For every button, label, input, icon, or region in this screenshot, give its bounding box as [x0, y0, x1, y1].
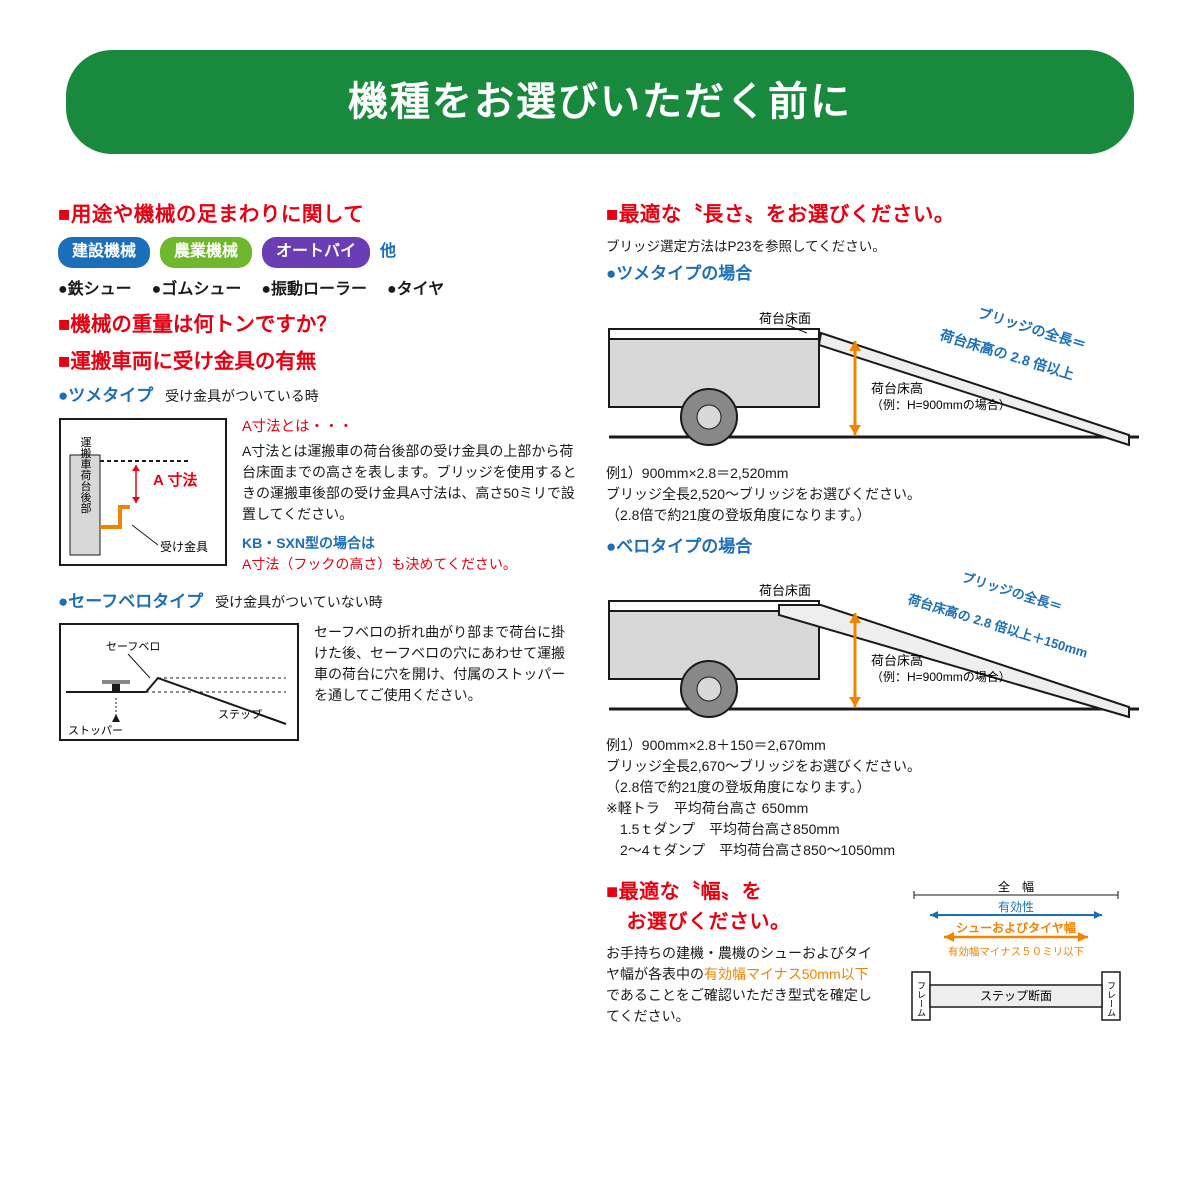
svg-text:ステップ断面: ステップ断面: [980, 988, 1052, 1003]
left-column: ■用途や機械の足まわりに関して 建設機械 農業機械 オートバイ 他 ●鉄シュー …: [58, 200, 578, 1032]
svg-text:荷台床面: 荷台床面: [759, 583, 811, 598]
svg-text:ストッパー: ストッパー: [68, 724, 123, 737]
heading-usage: ■用途や機械の足まわりに関して: [58, 200, 578, 231]
dot-item: ●鉄シュー: [58, 278, 132, 302]
subhead-tsume: ●ツメタイプ: [58, 386, 153, 405]
safe-diagram: セーフベロ ストッパー ステップ: [58, 622, 300, 742]
right-belo-note: 例1）900mm×2.8＋150＝2,670mm ブリッジ全長2,670～ブリッ…: [606, 735, 1142, 861]
svg-text:荷台床面: 荷台床面: [759, 311, 811, 326]
subhead-safe-note: 受け金具がついていない時: [215, 594, 383, 610]
pill-moto: オートバイ: [262, 237, 370, 268]
pill-agri: 農業機械: [160, 237, 252, 268]
svg-text:フレーム: フレーム: [1106, 981, 1116, 1017]
svg-text:受け金具: 受け金具: [160, 539, 208, 554]
svg-text:シューおよびタイヤ幅: シューおよびタイヤ幅: [956, 920, 1076, 935]
svg-text:荷台床高: 荷台床高: [871, 653, 923, 668]
length-sub: ブリッジ選定方法はP23を参照してください。: [606, 237, 1142, 257]
right-column: ■最適な〝長さ〟をお選びください。 ブリッジ選定方法はP23を参照してください。…: [606, 200, 1142, 1032]
svg-text:（例：H=900mmの場合）: （例：H=900mmの場合）: [871, 669, 1011, 684]
right-tsume-title: ●ツメタイプの場合: [606, 261, 1142, 287]
pill-other: 他: [380, 240, 396, 264]
right-belo-title: ●ベロタイプの場合: [606, 534, 1142, 560]
tsume-diagram: 運搬車荷台後部 A 寸法 受け金具: [58, 417, 228, 567]
svg-text:全 幅: 全 幅: [998, 879, 1034, 894]
svg-text:ブリッジの全長＝: ブリッジの全長＝: [960, 570, 1064, 615]
kb-line1: KB・SXN型の場合は: [242, 533, 578, 554]
pill-construction: 建設機械: [58, 237, 150, 268]
svg-text:有効性: 有効性: [998, 899, 1034, 914]
dot-item: ●ゴムシュー: [152, 278, 242, 302]
svg-text:有効幅マイナス５０ミリ以下: 有効幅マイナス５０ミリ以下: [948, 945, 1084, 958]
heading-bracket: ■運搬車両に受け金具の有無: [58, 347, 578, 378]
svg-text:ステップ: ステップ: [218, 708, 262, 721]
dot-item: ●タイヤ: [387, 278, 444, 302]
kb-line2: A寸法（フックの高さ）も決めてください。: [242, 554, 578, 575]
page-title: 機種をお選びいただく前に: [66, 50, 1134, 154]
heading-width: ■最適な〝幅〟を お選びください。: [606, 877, 874, 937]
a-dim-body: A寸法とは運搬車の荷台後部の受け金具の上部から荷台床面までの高さを表します。ブリ…: [242, 441, 578, 525]
a-dim-title: A寸法とは・・・: [242, 417, 578, 439]
svg-text:フレーム: フレーム: [916, 981, 926, 1017]
subhead-safe: ●セーフベロタイプ: [58, 592, 203, 611]
svg-text:（例：H=900mmの場合）: （例：H=900mmの場合）: [871, 397, 1011, 412]
right-tsume-note: 例1）900mm×2.8＝2,520mm ブリッジ全長2,520～ブリッジをお選…: [606, 463, 1142, 526]
shoe-types: ●鉄シュー ●ゴムシュー ●振動ローラー ●タイヤ: [58, 278, 578, 302]
dot-item: ●振動ローラー: [261, 278, 367, 302]
svg-text:A 寸法: A 寸法: [153, 471, 197, 489]
width-diagram: 全 幅 有効性 シューおよびタイヤ幅 有効幅マイナス５０ミリ以下 フレーム フレ…: [890, 877, 1142, 1032]
svg-text:運搬車荷台後部: 運搬車荷台後部: [79, 436, 92, 513]
right-belo-diagram: 荷台床面 荷台床高 （例：H=900mmの場合） ブリッジの全長＝ 荷台床高の …: [606, 561, 1142, 731]
right-tsume-diagram: 荷台床面 荷台床高 （例：H=900mmの場合） ブリッジの全長＝ 荷台床高の …: [606, 289, 1142, 459]
heading-weight: ■機械の重量は何トンですか？: [58, 310, 578, 341]
category-pills: 建設機械 農業機械 オートバイ 他: [58, 237, 578, 268]
svg-text:セーフベロ: セーフベロ: [106, 640, 160, 653]
subhead-tsume-note: 受け金具がついている時: [165, 388, 319, 404]
svg-text:荷台床高: 荷台床高: [871, 381, 923, 396]
heading-length: ■最適な〝長さ〟をお選びください。: [606, 200, 1142, 231]
width-body: お手持ちの建機・農機のシューおよびタイヤ幅が各表中の有効幅マイナス50mm以下で…: [606, 943, 874, 1027]
safe-body: セーフベロの折れ曲がり部まで荷台に掛けた後、セーフベロの穴にあわせて運搬車の荷台…: [314, 622, 578, 742]
